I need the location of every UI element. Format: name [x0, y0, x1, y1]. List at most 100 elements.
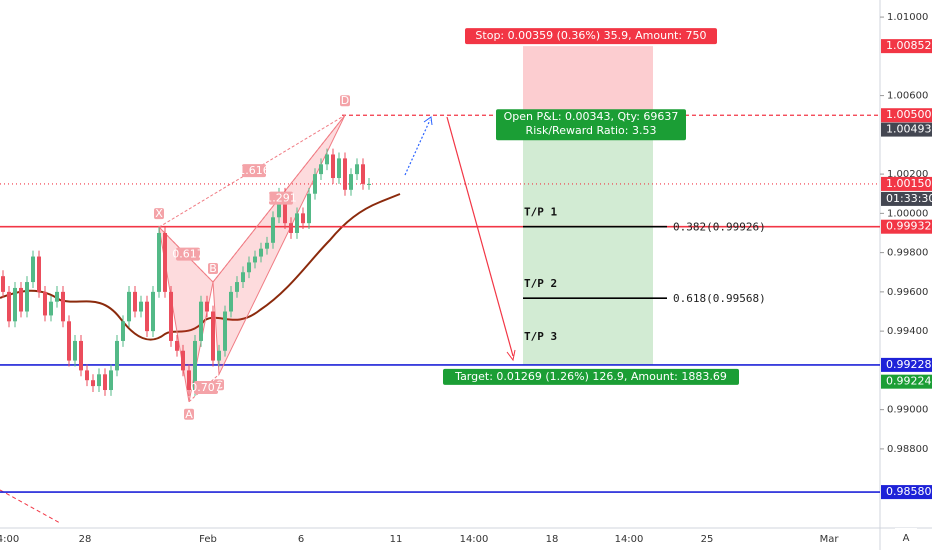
stop-label: Stop: 0.00359 (0.36%) 35.9, Amount: 750	[475, 29, 706, 42]
price-tag-label: 0.99228	[886, 358, 932, 371]
x-tick-label: Mar	[820, 534, 840, 545]
candle-body	[307, 193, 311, 224]
y-tick-label: 0.99600	[887, 287, 928, 298]
candle-body	[271, 217, 275, 243]
stop-label-bg	[465, 28, 717, 45]
projection-arrow	[446, 116, 514, 357]
candle-body	[367, 183, 371, 185]
candle-body	[193, 340, 197, 391]
price-tag	[881, 485, 932, 500]
x-tick-label: 11	[390, 534, 403, 545]
candle-body	[265, 242, 269, 249]
price-tag-label: 0.98580	[886, 485, 932, 498]
x-tick-label: Feb	[199, 534, 217, 545]
candle-body	[343, 158, 347, 190]
stop-zone	[523, 46, 653, 116]
price-tag	[881, 176, 932, 191]
pattern-ratio-bg	[269, 191, 293, 205]
candle-body	[283, 193, 287, 224]
candle-body	[229, 291, 233, 312]
candle-body	[349, 174, 353, 190]
candle-body	[325, 154, 329, 165]
profit-zone	[523, 115, 653, 365]
candle-body	[211, 311, 215, 361]
arrow-head	[423, 116, 433, 126]
y-tick-label: 1.01000	[887, 12, 928, 23]
x-tick-label: 14:00	[615, 534, 644, 545]
candle-body	[43, 291, 47, 316]
candle-body	[73, 340, 77, 361]
candle-body	[337, 158, 341, 179]
candle-body	[361, 164, 365, 184]
candle-body	[97, 374, 101, 387]
y-tick-label: 0.98800	[887, 444, 928, 455]
candle-body	[151, 291, 155, 332]
candle-body	[205, 301, 209, 312]
candle-body	[163, 232, 167, 292]
arrow-head	[506, 349, 516, 362]
candle-body	[199, 301, 203, 341]
candle-body	[109, 370, 113, 391]
candle-body	[127, 291, 131, 322]
pattern-ratio: 1.616	[238, 164, 270, 177]
candle-body	[37, 256, 41, 292]
pattern-point-bg	[184, 408, 194, 420]
pattern-point-label: D	[341, 94, 349, 107]
pattern-point-label: C	[215, 378, 223, 391]
price-tag	[881, 374, 932, 389]
pattern-point-bg	[340, 95, 350, 107]
auto-scale-label[interactable]: A	[903, 533, 910, 544]
candle-body	[121, 321, 125, 341]
candle-body	[313, 174, 317, 194]
price-tag-label: 0.99224	[886, 375, 932, 388]
candle-body	[295, 213, 299, 233]
pattern-ratio-bg	[176, 247, 200, 261]
candle-body	[133, 291, 137, 312]
candle-body	[175, 340, 179, 351]
x-tick-label: 6	[298, 534, 304, 545]
candle-body	[319, 164, 323, 175]
pattern-leg	[158, 114, 346, 228]
price-tag-label: 0.99932	[886, 220, 932, 233]
pattern-point-label: A	[185, 408, 193, 421]
price-tag-label: 1.00500	[886, 108, 932, 121]
auto-scale-button[interactable]	[895, 528, 917, 548]
countdown: 01:33:30	[886, 192, 932, 205]
pattern-ratio-bg	[194, 381, 218, 395]
price-tag	[881, 122, 932, 137]
take-profit-name: T/P 1	[524, 206, 557, 219]
candle-body	[217, 350, 221, 361]
candle-body	[277, 193, 281, 218]
candle-body	[241, 272, 245, 283]
y-tick-label: 0.99400	[887, 326, 928, 337]
candle-body	[85, 370, 89, 381]
pnl-bg	[496, 109, 686, 141]
candle-body	[235, 282, 239, 292]
price-tag	[881, 219, 932, 234]
risk-reward-label: Risk/Reward Ratio: 3.53	[526, 124, 657, 137]
candle-body	[331, 154, 335, 179]
candle-body	[187, 370, 191, 391]
candle-body	[253, 256, 257, 263]
candle-body	[91, 380, 95, 387]
y-tick-label: 1.00000	[887, 208, 928, 219]
price-tag	[881, 357, 932, 372]
candle-body	[145, 301, 149, 332]
take-profit-ratio: 0.618(0.99568)	[673, 292, 766, 305]
y-tick-label: 1.00200	[887, 169, 928, 180]
price-tag	[881, 39, 932, 54]
candle-body	[289, 223, 293, 233]
pattern-ratio-bg	[242, 164, 266, 178]
pattern-point-label: B	[209, 262, 217, 275]
price-tag	[881, 108, 932, 123]
pattern-ratio: 0.617	[172, 248, 204, 261]
pnl-label: Open P&L: 0.00343, Qty: 69637	[504, 110, 679, 123]
price-tag-label: 1.00493	[886, 123, 932, 136]
x-tick-label: 14:00	[460, 534, 489, 545]
candle-body	[55, 291, 59, 302]
candle-body	[301, 213, 305, 224]
candle-body	[67, 321, 71, 361]
take-profit-name: T/P 3	[524, 330, 557, 343]
